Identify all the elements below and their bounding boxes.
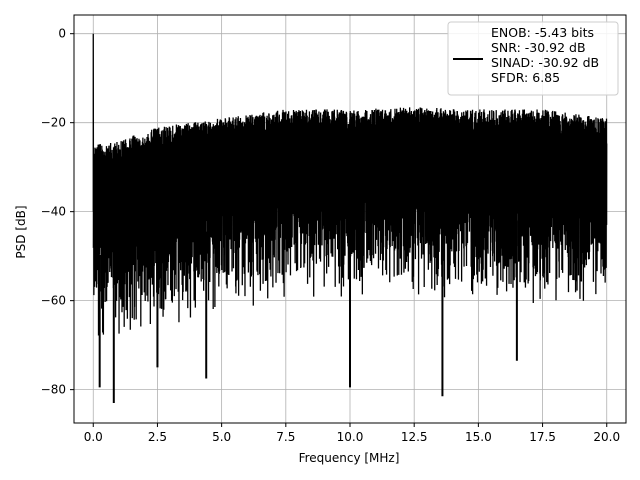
y-tick-label: −20 bbox=[41, 116, 66, 130]
x-tick-label: 10.0 bbox=[337, 430, 364, 444]
x-tick-label: 17.5 bbox=[529, 430, 556, 444]
x-tick-label: 20.0 bbox=[593, 430, 620, 444]
x-axis-ticks: 0.0 2.5 5.0 7.5 10.0 12.5 15.0 17.5 20.0 bbox=[84, 423, 620, 444]
series-psd bbox=[92, 33, 608, 403]
y-tick-label: 0 bbox=[58, 27, 66, 41]
x-tick-label: 0.0 bbox=[84, 430, 103, 444]
legend-entry-label: ENOB: -5.43 bits SNR: -30.92 dB SINAD: -30… bbox=[491, 25, 599, 85]
legend-entry-line: SFDR: 6.85 bbox=[491, 70, 560, 85]
x-tick-label: 2.5 bbox=[148, 430, 167, 444]
legend: ENOB: -5.43 bits SNR: -30.92 dB SINAD: -30… bbox=[447, 21, 619, 96]
x-tick-label: 12.5 bbox=[401, 430, 428, 444]
y-tick-label: −40 bbox=[41, 205, 66, 219]
x-tick-label: 15.0 bbox=[465, 430, 492, 444]
x-tick-label: 5.0 bbox=[212, 430, 231, 444]
x-axis-label: Frequency [MHz] bbox=[299, 451, 400, 465]
x-tick-label: 7.5 bbox=[276, 430, 295, 444]
legend-box bbox=[447, 21, 619, 96]
y-tick-label: −60 bbox=[41, 294, 66, 308]
y-axis-label: PSD [dB] bbox=[14, 205, 28, 258]
legend-entry-line: ENOB: -5.43 bits bbox=[491, 25, 594, 40]
y-tick-label: −80 bbox=[41, 383, 66, 397]
y-axis-ticks: 0 −20 −40 −60 −80 bbox=[41, 27, 74, 397]
legend-entry-line: SINAD: -30.92 dB bbox=[491, 55, 599, 70]
psd-series-line bbox=[92, 33, 608, 336]
legend-entry-line: SNR: -30.92 dB bbox=[491, 40, 586, 55]
